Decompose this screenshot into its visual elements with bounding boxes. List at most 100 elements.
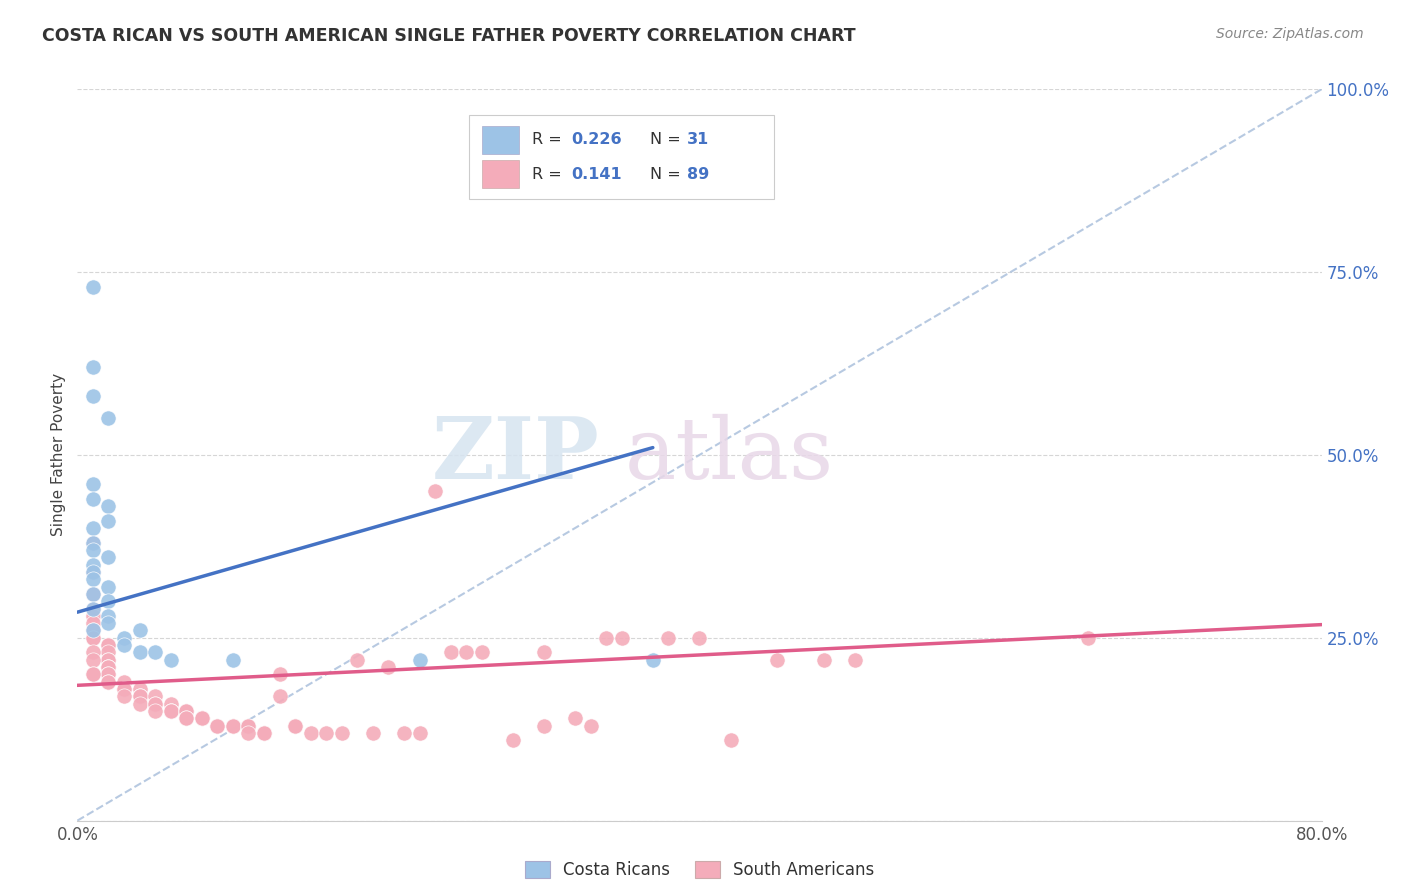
Text: Source: ZipAtlas.com: Source: ZipAtlas.com [1216,27,1364,41]
Point [82,616,104,631]
Point [533,718,555,732]
Point [128,690,150,704]
Point [423,484,446,499]
Point [97,645,120,659]
Point [159,653,181,667]
Point [112,674,135,689]
Point [456,645,478,659]
Point [191,711,214,725]
Point [143,697,166,711]
Point [97,499,120,513]
Point [284,718,307,732]
Point [82,389,104,403]
Point [579,718,602,732]
Point [82,279,104,293]
Point [207,718,229,732]
Point [82,477,104,491]
Point [97,608,120,623]
Point [238,718,260,732]
Point [97,550,120,565]
Text: 89: 89 [688,167,709,182]
Text: R =: R = [531,167,571,182]
Point [82,608,104,623]
Text: 0.141: 0.141 [571,167,621,182]
Point [159,704,181,718]
Point [82,565,104,579]
Point [641,653,664,667]
Point [97,616,120,631]
Text: N =: N = [650,167,686,182]
Point [97,653,120,667]
Point [564,711,586,725]
Text: COSTA RICAN VS SOUTH AMERICAN SINGLE FATHER POVERTY CORRELATION CHART: COSTA RICAN VS SOUTH AMERICAN SINGLE FAT… [42,27,856,45]
Point [299,726,322,740]
Point [97,411,120,425]
Point [238,726,260,740]
Point [392,726,415,740]
Point [97,580,120,594]
Point [128,645,150,659]
Point [97,667,120,681]
Point [222,718,245,732]
Point [689,631,711,645]
Text: ZIP: ZIP [432,413,600,497]
Text: R =: R = [531,132,567,147]
Legend: Costa Ricans, South Americans: Costa Ricans, South Americans [517,854,882,886]
Point [128,624,150,638]
Point [82,360,104,375]
Point [97,638,120,652]
Point [112,681,135,696]
Point [128,690,150,704]
Point [813,653,835,667]
Point [377,660,399,674]
Y-axis label: Single Father Poverty: Single Father Poverty [51,374,66,536]
Point [440,645,463,659]
Point [222,718,245,732]
Point [97,594,120,608]
Point [844,653,866,667]
Point [191,711,214,725]
Point [82,535,104,549]
Point [269,690,291,704]
Point [82,543,104,558]
Point [330,726,353,740]
Text: atlas: atlas [624,413,834,497]
Point [97,660,120,674]
Text: N =: N = [650,132,686,147]
Point [82,631,104,645]
Point [128,690,150,704]
Point [143,697,166,711]
Point [82,624,104,638]
Point [128,681,150,696]
Point [82,631,104,645]
Point [502,733,524,747]
Point [253,726,276,740]
Point [269,667,291,681]
Point [159,704,181,718]
Point [657,631,679,645]
Point [82,535,104,549]
Point [408,726,430,740]
Point [284,718,307,732]
Point [346,653,368,667]
Point [159,697,181,711]
Point [97,514,120,528]
Point [82,653,104,667]
Point [720,733,742,747]
Point [82,565,104,579]
Text: 0.226: 0.226 [571,132,621,147]
Point [174,711,197,725]
Point [361,726,384,740]
Point [253,726,276,740]
FancyBboxPatch shape [482,161,519,188]
Point [112,690,135,704]
Point [174,711,197,725]
Point [1077,631,1099,645]
Point [97,660,120,674]
Point [82,667,104,681]
Text: 31: 31 [688,132,709,147]
Point [595,631,617,645]
Point [222,653,245,667]
Point [82,558,104,572]
Point [97,638,120,652]
